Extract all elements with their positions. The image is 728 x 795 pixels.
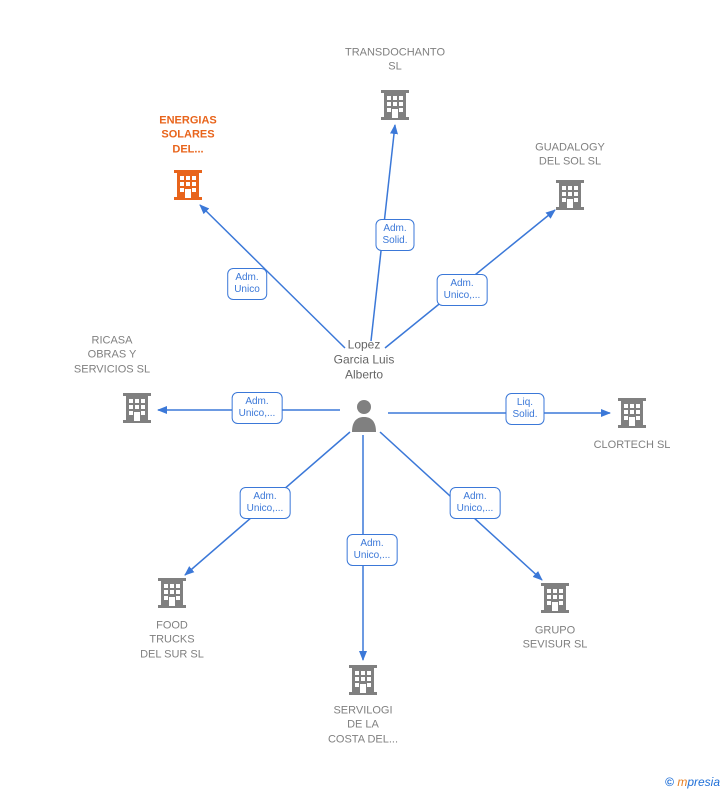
company-node-guadalogy[interactable] [556, 180, 584, 210]
company-node-servilogi[interactable] [349, 665, 377, 695]
center-person-node[interactable]: Lopez Garcia Luis Alberto [334, 338, 395, 383]
company-label-clortech: CLORTECH SL [594, 438, 671, 452]
company-node-ricasa[interactable] [123, 393, 151, 423]
company-label-foodtrucks: FOOD TRUCKS DEL SUR SL [140, 619, 204, 662]
building-icon [158, 578, 186, 608]
center-person-icon-wrap [349, 398, 379, 432]
company-node-foodtrucks[interactable] [158, 578, 186, 608]
edge-label-clortech: Liq. Solid. [505, 393, 544, 425]
edge-label-transdochanto: Adm. Solid. [375, 219, 414, 251]
person-icon [349, 398, 379, 432]
company-label-servilogi: SERVILOGI DE LA COSTA DEL... [328, 704, 398, 747]
building-icon [123, 393, 151, 423]
copyright-symbol: © [665, 775, 674, 789]
building-icon [541, 583, 569, 613]
building-icon [381, 90, 409, 120]
edge-label-foodtrucks: Adm. Unico,... [240, 487, 291, 519]
edge-label-ricasa: Adm. Unico,... [232, 392, 283, 424]
edge-label-energias: Adm. Unico [227, 268, 267, 300]
footer-branding: © mpresia [665, 775, 720, 789]
company-label-energias: ENERGIAS SOLARES DEL... [159, 114, 216, 157]
edge-line-energias [200, 205, 345, 348]
company-label-grupo: GRUPO SEVISUR SL [523, 624, 588, 653]
edge-label-grupo: Adm. Unico,... [450, 487, 501, 519]
building-icon [556, 180, 584, 210]
edge-label-guadalogy: Adm. Unico,... [437, 274, 488, 306]
company-label-transdochanto: TRANSDOCHANTO SL [345, 46, 445, 75]
center-person-label: Lopez Garcia Luis Alberto [334, 338, 395, 383]
company-node-transdochanto[interactable] [381, 90, 409, 120]
brand-rest: presia [687, 775, 720, 789]
company-label-ricasa: RICASA OBRAS Y SERVICIOS SL [74, 334, 150, 377]
company-node-clortech[interactable] [618, 398, 646, 428]
edge-label-servilogi: Adm. Unico,... [347, 534, 398, 566]
building-icon [174, 170, 202, 200]
building-icon [349, 665, 377, 695]
company-node-grupo[interactable] [541, 583, 569, 613]
company-node-energias[interactable] [174, 170, 202, 200]
brand-first-letter: m [677, 775, 687, 789]
company-label-guadalogy: GUADALOGY DEL SOL SL [535, 141, 605, 170]
building-icon [618, 398, 646, 428]
